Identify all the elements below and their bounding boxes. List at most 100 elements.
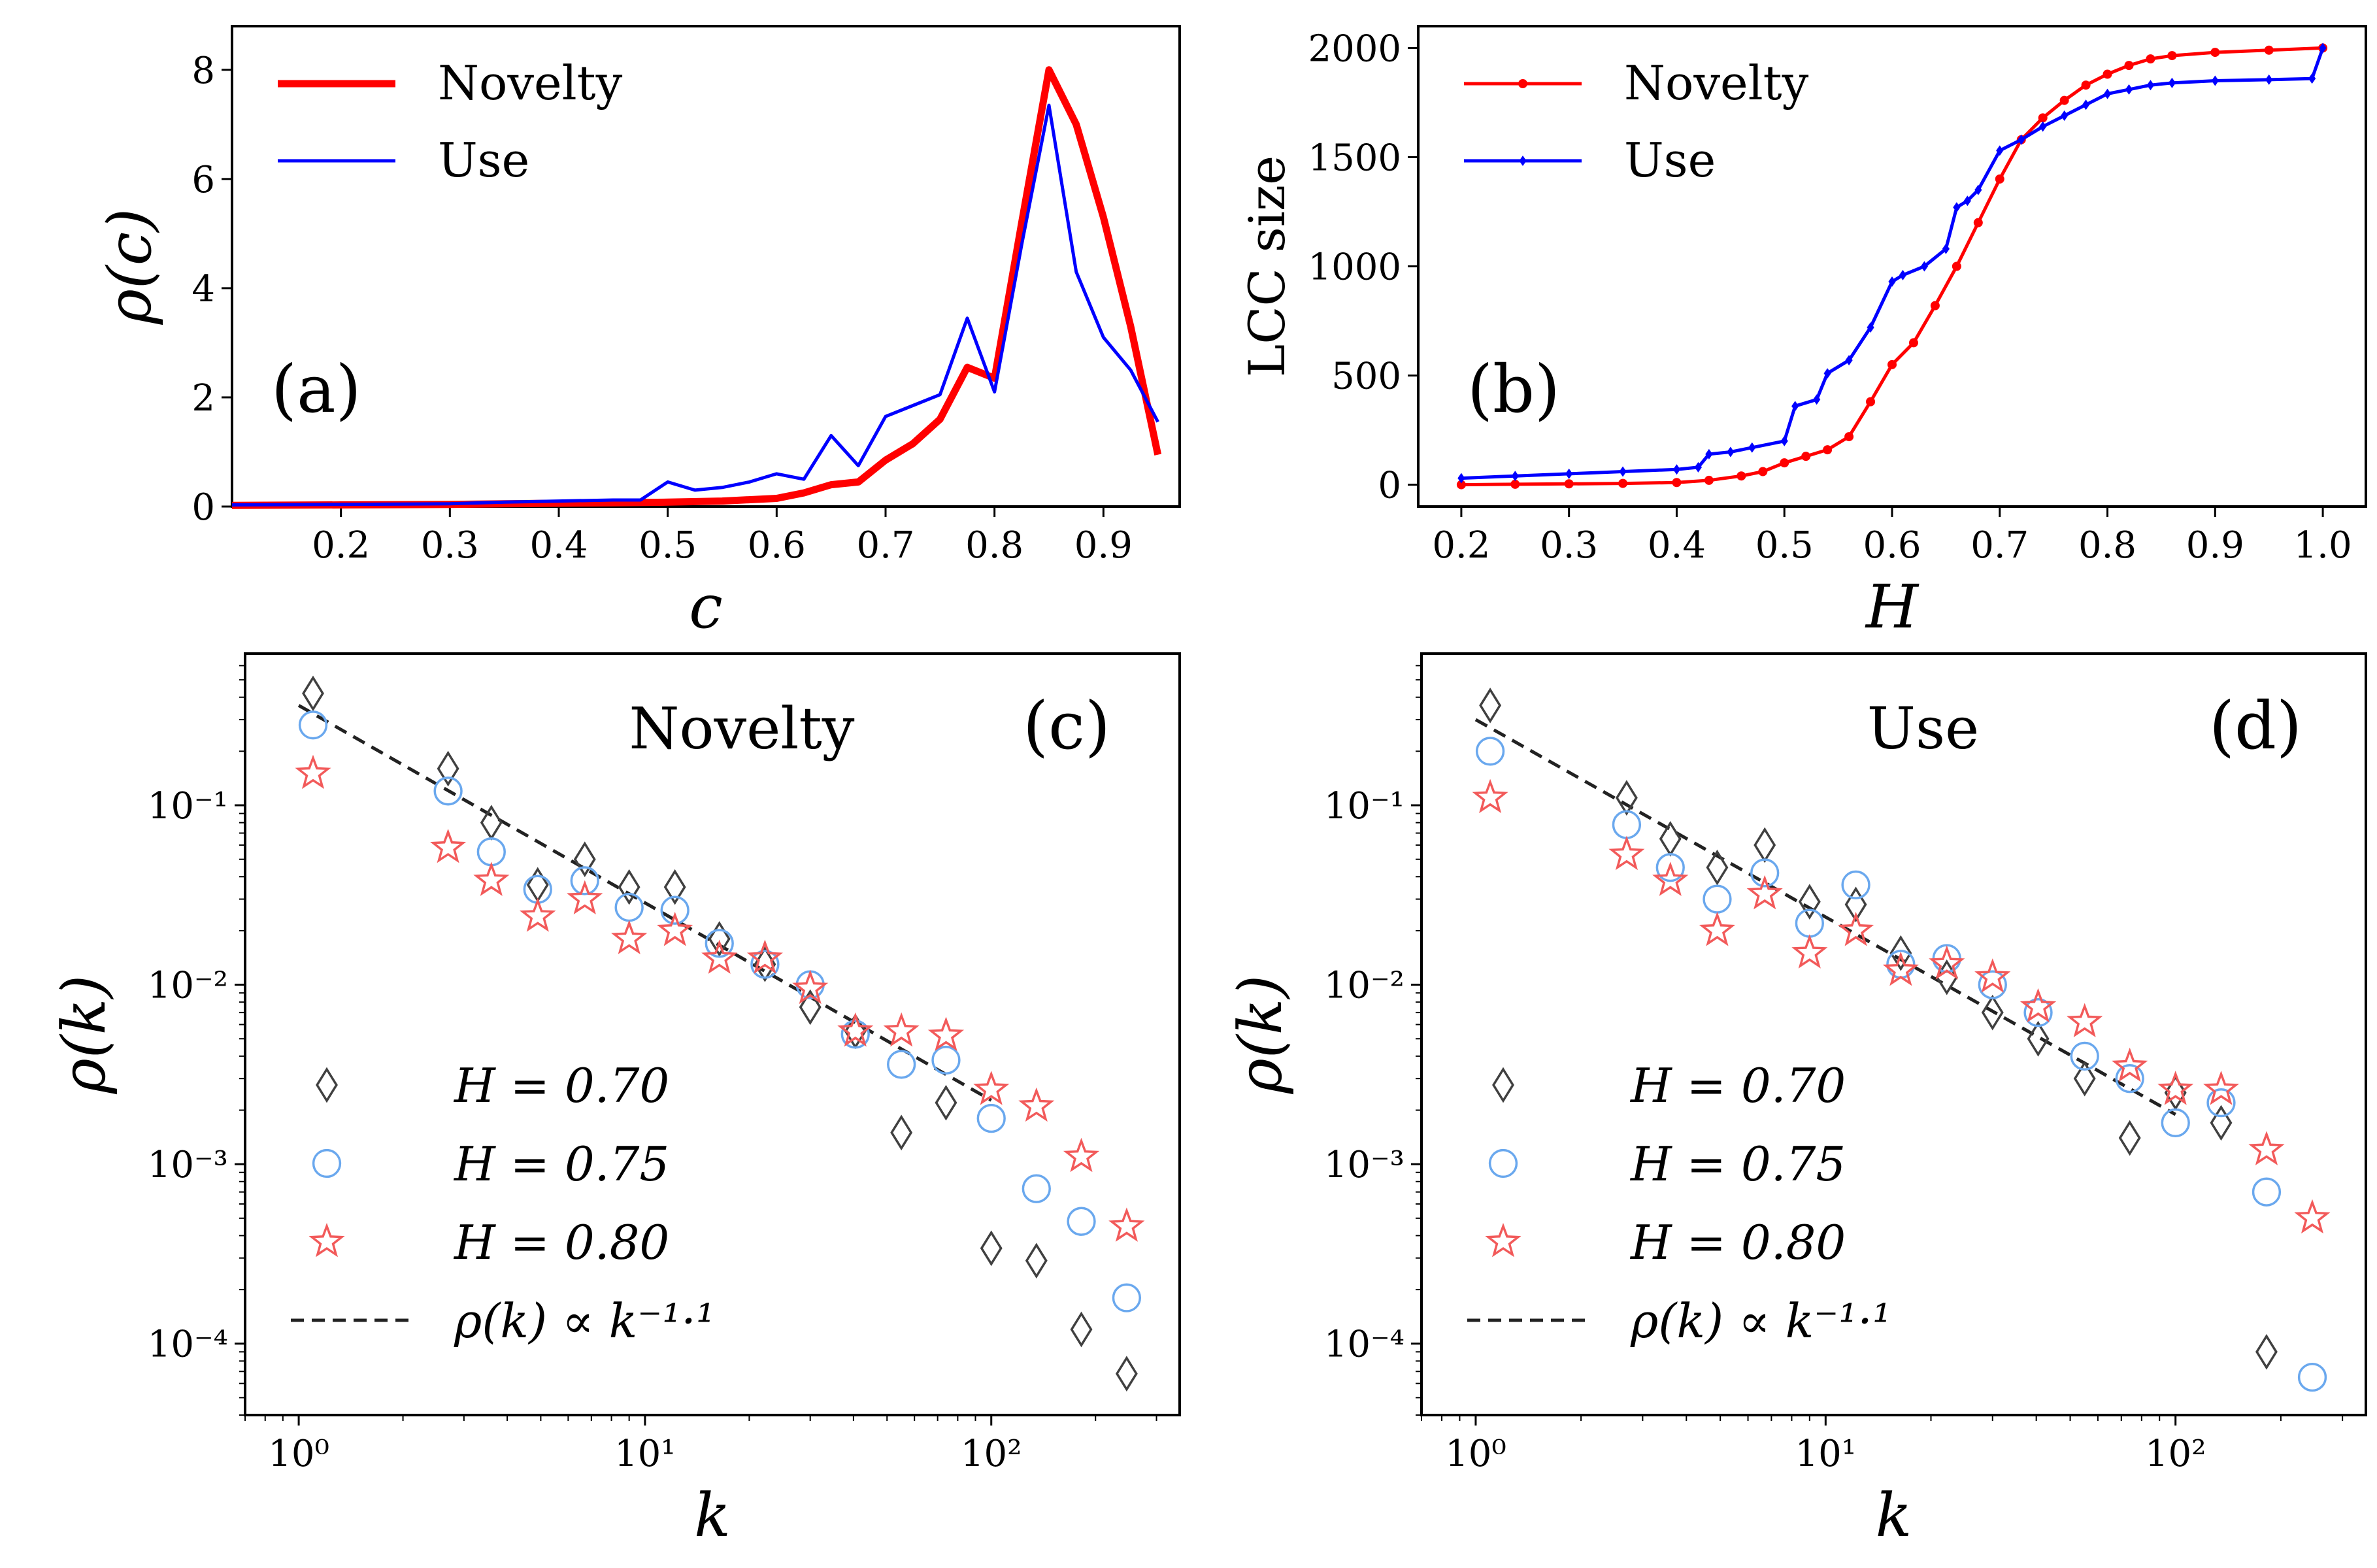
point-marker	[2039, 121, 2047, 132]
point-marker	[2146, 80, 2155, 91]
axes-frame	[231, 25, 1181, 508]
legend-label: H = 0.70	[1629, 1058, 1846, 1113]
star-marker	[1746, 875, 1783, 910]
x-axis-label: k	[694, 1480, 731, 1550]
legend-label: ρ(k) ∝ k⁻¹·¹	[1630, 1293, 1891, 1348]
point-marker	[1942, 243, 1950, 254]
circle-marker	[1067, 1207, 1096, 1236]
diamond-marker	[2118, 1120, 2141, 1156]
point-marker	[2265, 74, 2273, 85]
diamond-marker	[1844, 886, 1867, 923]
y-tick-label: 6	[191, 159, 215, 201]
x-tick-label: 10²	[961, 1433, 1022, 1475]
circle-marker	[705, 929, 734, 958]
legend-label: H = 0.80	[1629, 1215, 1846, 1270]
circle-marker	[2252, 1177, 2282, 1207]
x-tick-label: 0.4	[1648, 524, 1706, 567]
circle-marker	[2297, 1362, 2327, 1392]
power-law-fit-line	[1474, 718, 2176, 1116]
point-marker	[2124, 61, 2134, 71]
point-marker	[1963, 195, 1971, 207]
circle-marker	[2115, 1064, 2144, 1093]
point-marker	[1953, 202, 1961, 213]
point-marker	[1727, 446, 1735, 458]
point-marker	[1780, 458, 1789, 468]
point-marker	[1866, 397, 1876, 407]
legend-label: H = 0.75	[453, 1137, 669, 1192]
circle-marker	[1475, 737, 1505, 766]
star-marker	[1929, 945, 1965, 980]
circle-marker	[1655, 853, 1685, 882]
y-tick-label: 0	[1378, 465, 1401, 507]
legend-label: Use	[1624, 133, 1716, 188]
series-line-use	[231, 103, 1159, 507]
point-marker	[2082, 99, 2090, 110]
point-marker	[1510, 479, 1520, 489]
diamond-marker	[1706, 849, 1729, 886]
x-tick-label: 0.2	[1432, 524, 1490, 567]
star-marker	[1791, 934, 1828, 969]
point-marker	[1565, 468, 1573, 479]
star-marker	[2112, 1047, 2148, 1082]
circle-marker	[976, 1103, 1006, 1133]
diamond-marker	[437, 750, 459, 787]
circle-marker	[1112, 1283, 1142, 1312]
diamond-marker	[663, 869, 686, 905]
point-marker	[1619, 466, 1627, 477]
star-marker	[1652, 861, 1689, 896]
diamond-marker	[1935, 959, 1958, 995]
star-marker	[1974, 958, 2011, 993]
point-marker	[1780, 435, 1788, 446]
point-marker	[1996, 145, 2004, 156]
point-marker	[1694, 461, 1703, 473]
circle-marker	[660, 895, 690, 925]
legend-label: Use	[438, 133, 529, 188]
legend-label: Novelty	[1624, 56, 1809, 110]
diamond-marker	[1615, 780, 1638, 816]
point-marker	[2167, 51, 2177, 61]
diamond-marker	[1798, 884, 1821, 920]
x-tick-label: 0.3	[421, 524, 479, 567]
y-tick-label: 10⁻⁴	[148, 1324, 228, 1366]
x-tick-label: 0.6	[1863, 524, 1921, 567]
star-marker	[746, 939, 783, 974]
diamond-marker	[1889, 935, 1912, 971]
point-marker	[1737, 471, 1746, 481]
point-marker	[1973, 218, 1983, 227]
point-marker	[1518, 79, 1527, 88]
star-marker	[1608, 835, 1645, 871]
diamond-marker	[2027, 1020, 2050, 1057]
diamond-marker	[316, 1067, 338, 1103]
point-marker	[1867, 322, 1874, 333]
x-tick-label: 0.6	[748, 524, 806, 567]
x-tick-label: 0.8	[2078, 524, 2136, 567]
x-tick-label: 10⁰	[1445, 1433, 1506, 1475]
x-tick-label: 0.9	[1074, 524, 1133, 567]
point-marker	[1908, 338, 1918, 348]
legend-label: ρ(k) ∝ k⁻¹·¹	[454, 1293, 715, 1348]
star-marker	[2294, 1199, 2331, 1234]
point-marker	[1887, 359, 1897, 369]
diamond-marker	[573, 841, 596, 878]
point-marker	[2018, 134, 2025, 145]
star-marker	[701, 939, 738, 974]
legend-label: H = 0.70	[453, 1058, 669, 1113]
y-tick-label: 10⁻¹	[148, 785, 228, 827]
star-marker	[295, 754, 331, 790]
star-marker	[611, 920, 648, 954]
point-marker	[2264, 45, 2274, 55]
panel-label: (c)	[1023, 688, 1110, 764]
axes-frame	[244, 652, 1181, 1416]
point-marker	[1844, 432, 1854, 442]
point-marker	[1899, 269, 1907, 280]
star-marker	[792, 969, 829, 1005]
y-tick-label: 8	[191, 50, 215, 92]
x-tick-label: 0.9	[2186, 524, 2244, 567]
point-marker	[1618, 478, 1628, 488]
circle-marker	[433, 776, 463, 806]
point-marker	[1748, 442, 1756, 453]
star-marker	[1485, 1222, 1521, 1258]
point-marker	[2168, 77, 2176, 88]
star-marker	[1837, 912, 1874, 946]
diamond-marker	[708, 921, 731, 957]
